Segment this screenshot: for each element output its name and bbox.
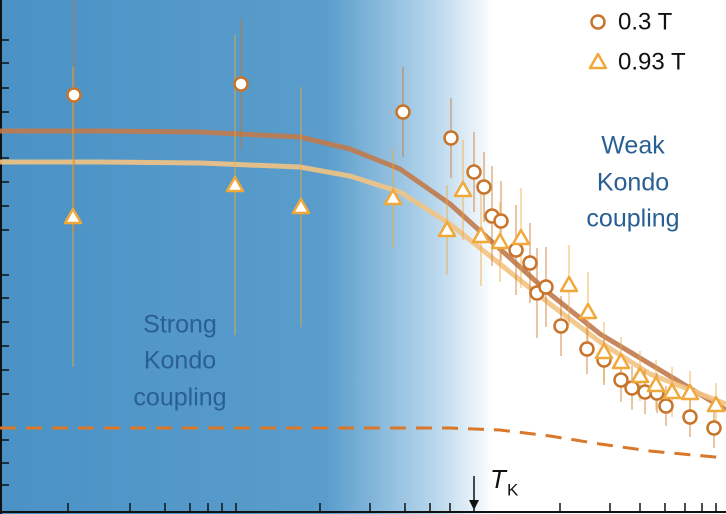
data-point xyxy=(490,232,510,250)
data-point xyxy=(559,275,579,293)
legend-marker xyxy=(588,52,608,70)
fit-curve xyxy=(0,128,726,413)
data-point xyxy=(476,179,492,195)
data-point xyxy=(658,398,674,414)
data-point xyxy=(511,228,531,246)
legend: 0.3 T 0.93 T xyxy=(588,8,686,75)
legend-label: 0.3 T xyxy=(618,8,673,35)
strong-label: coupling xyxy=(133,384,226,412)
data-point xyxy=(624,380,640,396)
weak-label: coupling xyxy=(586,205,679,233)
data-point xyxy=(493,213,509,229)
data-point xyxy=(553,318,569,334)
data-point xyxy=(63,207,83,225)
data-point xyxy=(579,341,595,357)
data-point xyxy=(611,352,631,370)
data-point xyxy=(682,409,698,425)
data-point xyxy=(443,130,459,146)
tk-subscript: K xyxy=(507,480,519,499)
data-point xyxy=(706,395,726,413)
tk-arrow-head xyxy=(469,500,479,510)
strong-label: Strong xyxy=(143,311,217,339)
data-point xyxy=(630,366,650,384)
data-point xyxy=(66,87,82,103)
weak-label: Weak xyxy=(601,132,665,160)
data-point xyxy=(680,383,700,401)
data-point xyxy=(706,420,722,436)
data-point xyxy=(466,164,482,180)
data-point xyxy=(395,104,411,120)
data-point xyxy=(225,175,245,193)
data-point xyxy=(522,255,538,271)
data-point xyxy=(291,197,311,215)
data-point xyxy=(471,226,491,244)
fit-curve xyxy=(0,159,726,407)
data-point xyxy=(594,342,614,360)
legend-marker xyxy=(590,14,606,30)
dashed-fit xyxy=(0,426,726,460)
strong-label: Kondo xyxy=(144,347,216,375)
data-point xyxy=(613,372,629,388)
data-point xyxy=(453,180,473,198)
legend-label: 0.93 T xyxy=(618,48,686,75)
data-point xyxy=(578,302,598,320)
weak-label: Kondo xyxy=(597,169,669,197)
data-point xyxy=(662,382,682,400)
data-point xyxy=(383,188,403,206)
data-point xyxy=(646,375,666,393)
tk-symbol: T xyxy=(490,464,508,494)
data-point xyxy=(437,220,457,238)
data-point xyxy=(233,76,249,92)
data-point xyxy=(508,242,524,258)
data-point xyxy=(538,279,554,295)
